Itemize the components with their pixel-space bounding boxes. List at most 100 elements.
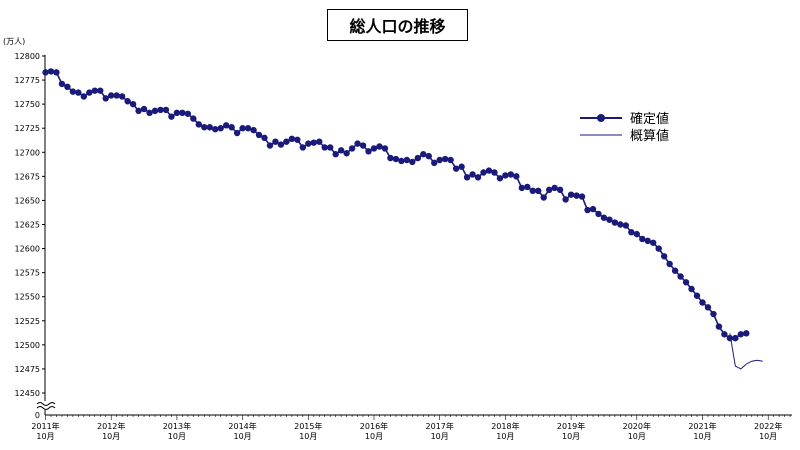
data-point-confirmed [617,221,624,228]
data-point-confirmed [42,69,49,76]
data-point-confirmed [611,219,619,226]
data-point-confirmed [190,115,197,122]
data-point-confirmed [425,152,432,160]
data-point-confirmed [562,196,569,203]
data-point-confirmed [584,206,591,214]
data-point-confirmed [518,184,526,192]
data-point-confirmed [47,68,55,75]
data-point-confirmed [409,158,416,166]
data-point-confirmed [316,138,323,145]
x-tick-year-label: 2019年 [557,421,585,431]
data-point-confirmed [682,279,690,286]
data-point-confirmed [496,175,504,182]
data-point-confirmed [546,186,553,194]
data-point-confirmed [660,253,668,260]
legend: 確定値 概算値 [580,111,669,144]
data-point-confirmed [359,142,367,149]
y-unit-label: (万人) [3,37,25,46]
x-tick-year-label: 2021年 [688,421,716,431]
x-tick-year-label: 2017年 [426,421,454,431]
data-point-confirmed [108,92,115,99]
data-point-confirmed [622,222,630,229]
data-point-confirmed [710,310,717,318]
data-point-confirmed [414,154,421,162]
data-point-confirmed [348,145,356,152]
data-point-confirmed [376,143,383,150]
axis-break-mark [36,402,56,406]
data-point-confirmed [370,145,378,152]
x-tick-year-label: 2015年 [294,421,322,431]
data-point-confirmed [403,156,411,164]
data-point-confirmed [239,125,246,132]
data-point-confirmed [447,156,454,164]
data-point-confirmed [677,273,684,280]
data-point-confirmed [80,93,88,100]
data-point-confirmed [233,129,241,137]
data-point-confirmed [743,330,750,337]
data-point-confirmed [332,151,339,158]
x-tick-month-label: 10月 [234,432,252,441]
data-point-confirmed [261,134,268,142]
data-point-confirmed [283,138,290,145]
data-point-confirmed [365,148,372,155]
axis-break-mark [36,406,56,410]
y-tick-label: 12700 [15,148,40,157]
data-point-confirmed [491,169,498,176]
data-point-confirmed [420,151,427,158]
data-point-confirmed [118,93,126,100]
data-point-confirmed [715,323,723,330]
data-point-confirmed [58,80,66,88]
data-point-confirmed [305,140,312,147]
y-tick-label-zero: 0 [35,411,40,420]
data-point-confirmed [354,140,361,147]
data-point-confirmed [671,267,679,274]
x-tick-month-label: 10月 [168,432,186,441]
data-point-confirmed [250,126,257,134]
data-point-confirmed [458,163,465,170]
data-point-confirmed [53,69,60,76]
data-point-confirmed [699,299,706,306]
data-point-confirmed [64,83,71,91]
data-point-confirmed [639,235,646,243]
data-point-confirmed [655,245,662,252]
data-point-confirmed [113,92,120,99]
x-tick-month-label: 10月 [299,432,317,441]
data-point-confirmed [299,144,307,151]
data-point-confirmed [688,285,695,293]
x-axis-ticks: 2011年10月2012年10月2013年10月2014年10月2015年10月… [31,415,791,441]
data-point-confirmed [212,125,219,133]
x-tick-month-label: 10月 [562,432,580,441]
data-point-confirmed [343,150,350,157]
data-point-confirmed [463,174,471,181]
x-tick-month-label: 10月 [102,432,120,441]
x-tick-year-label: 2018年 [491,421,519,431]
data-point-confirmed [540,194,547,201]
data-point-confirmed [97,87,104,94]
data-point-confirmed [398,157,405,165]
data-point-confirmed [135,107,142,115]
data-point-confirmed [206,124,213,131]
x-tick-year-label: 2012年 [97,421,125,431]
y-tick-label: 12450 [15,389,40,398]
data-point-confirmed [244,125,252,132]
y-tick-label: 12750 [15,100,40,109]
x-tick-month-label: 10月 [759,432,777,441]
x-tick-year-label: 2013年 [163,421,191,431]
data-point-confirmed [184,110,192,117]
data-point-confirmed [502,172,509,179]
x-tick-year-label: 2020年 [623,421,651,431]
data-point-confirmed [387,154,394,162]
x-tick-year-label: 2014年 [228,421,256,431]
data-point-confirmed [217,125,224,132]
data-point-confirmed [633,230,640,238]
data-point-confirmed [69,88,77,95]
data-point-confirmed [595,210,602,218]
data-point-confirmed [124,98,131,105]
data-point-confirmed [469,171,476,178]
data-point-confirmed [173,109,181,117]
legend-label-estimate: 概算値 [630,128,669,144]
y-tick-label: 12725 [15,124,40,133]
data-point-confirmed [327,144,334,151]
chart-axes [36,55,792,416]
